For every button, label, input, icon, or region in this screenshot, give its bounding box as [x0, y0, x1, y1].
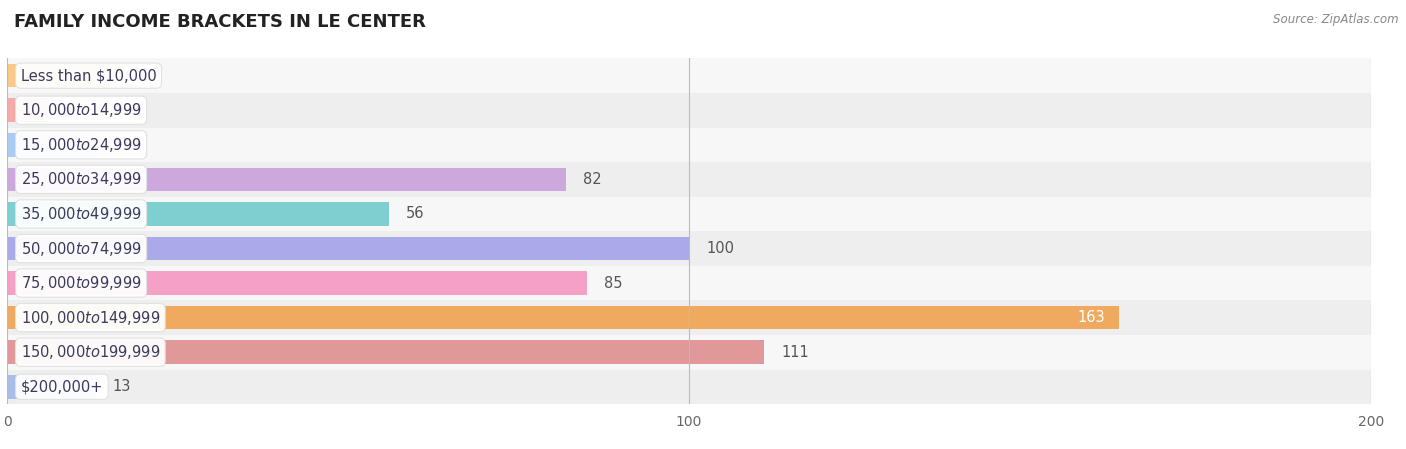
- Text: $25,000 to $34,999: $25,000 to $34,999: [21, 170, 142, 189]
- Text: 6: 6: [65, 103, 75, 118]
- Bar: [7, 58, 1371, 93]
- Bar: [7, 167, 567, 191]
- Bar: [7, 93, 1371, 128]
- Text: 56: 56: [406, 207, 425, 221]
- Text: 163: 163: [1077, 310, 1105, 325]
- Text: 17: 17: [141, 68, 159, 83]
- Text: 111: 111: [780, 345, 808, 360]
- Bar: [7, 231, 1371, 266]
- Bar: [7, 128, 1371, 162]
- Bar: [7, 237, 689, 260]
- Text: $200,000+: $200,000+: [21, 379, 103, 394]
- Text: 13: 13: [112, 379, 131, 394]
- Bar: [7, 197, 1371, 231]
- Text: 85: 85: [603, 276, 623, 291]
- Text: FAMILY INCOME BRACKETS IN LE CENTER: FAMILY INCOME BRACKETS IN LE CENTER: [14, 13, 426, 31]
- Bar: [7, 133, 96, 157]
- Text: Less than $10,000: Less than $10,000: [21, 68, 156, 83]
- Text: 100: 100: [706, 241, 734, 256]
- Bar: [7, 375, 96, 399]
- Text: $50,000 to $74,999: $50,000 to $74,999: [21, 239, 142, 258]
- Text: $35,000 to $49,999: $35,000 to $49,999: [21, 205, 142, 223]
- Bar: [7, 300, 1371, 335]
- Bar: [7, 340, 763, 364]
- Bar: [7, 162, 1371, 197]
- Text: $150,000 to $199,999: $150,000 to $199,999: [21, 343, 160, 361]
- Text: $100,000 to $149,999: $100,000 to $149,999: [21, 308, 160, 327]
- Text: 82: 82: [583, 172, 602, 187]
- Bar: [7, 271, 586, 295]
- Text: $10,000 to $14,999: $10,000 to $14,999: [21, 101, 142, 119]
- Bar: [7, 370, 1371, 404]
- Text: $75,000 to $99,999: $75,000 to $99,999: [21, 274, 142, 292]
- Bar: [7, 64, 122, 88]
- Bar: [7, 335, 1371, 370]
- Text: $15,000 to $24,999: $15,000 to $24,999: [21, 136, 142, 154]
- Bar: [7, 306, 1119, 330]
- Text: Source: ZipAtlas.com: Source: ZipAtlas.com: [1274, 13, 1399, 26]
- Bar: [7, 202, 389, 226]
- Bar: [7, 266, 1371, 300]
- Bar: [7, 98, 48, 122]
- Text: 13: 13: [112, 137, 131, 152]
